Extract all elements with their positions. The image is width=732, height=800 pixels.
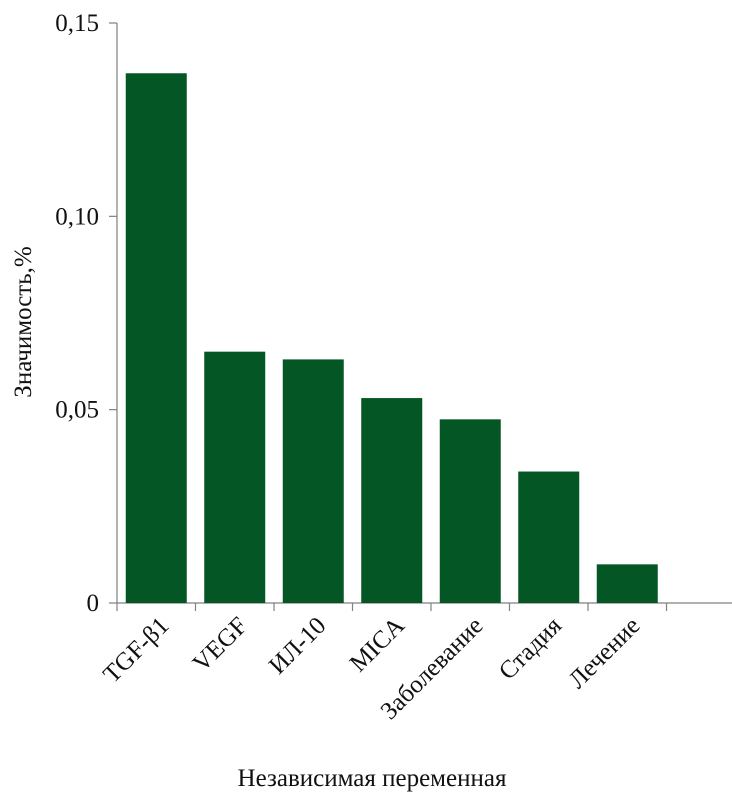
x-tick-label: Стадия	[494, 612, 567, 685]
x-tick-label: ИЛ-10	[264, 612, 331, 679]
bars-group	[125, 73, 658, 604]
x-tick-label: TGF-β1	[98, 612, 174, 688]
x-tick-label: VEGF	[188, 612, 253, 677]
x-tick-label: Лечение	[564, 612, 646, 694]
y-tick-label: 0,05	[55, 397, 99, 424]
bar	[125, 73, 187, 604]
bar	[361, 398, 423, 603]
y-axis: 0 0,05 0,10 0,15	[55, 10, 118, 617]
y-tick-label: 0,10	[55, 203, 99, 230]
bar	[282, 359, 344, 603]
x-axis-title: Независимая переменная	[238, 765, 507, 792]
bar	[518, 471, 580, 603]
x-tick-label: MICA	[345, 612, 410, 677]
y-axis-title: Значимость,%	[10, 246, 37, 397]
y-tick-label: 0,15	[55, 10, 99, 37]
bar	[204, 351, 266, 603]
bar	[596, 564, 658, 603]
bar	[439, 419, 501, 603]
y-tick-label: 0	[87, 590, 100, 617]
